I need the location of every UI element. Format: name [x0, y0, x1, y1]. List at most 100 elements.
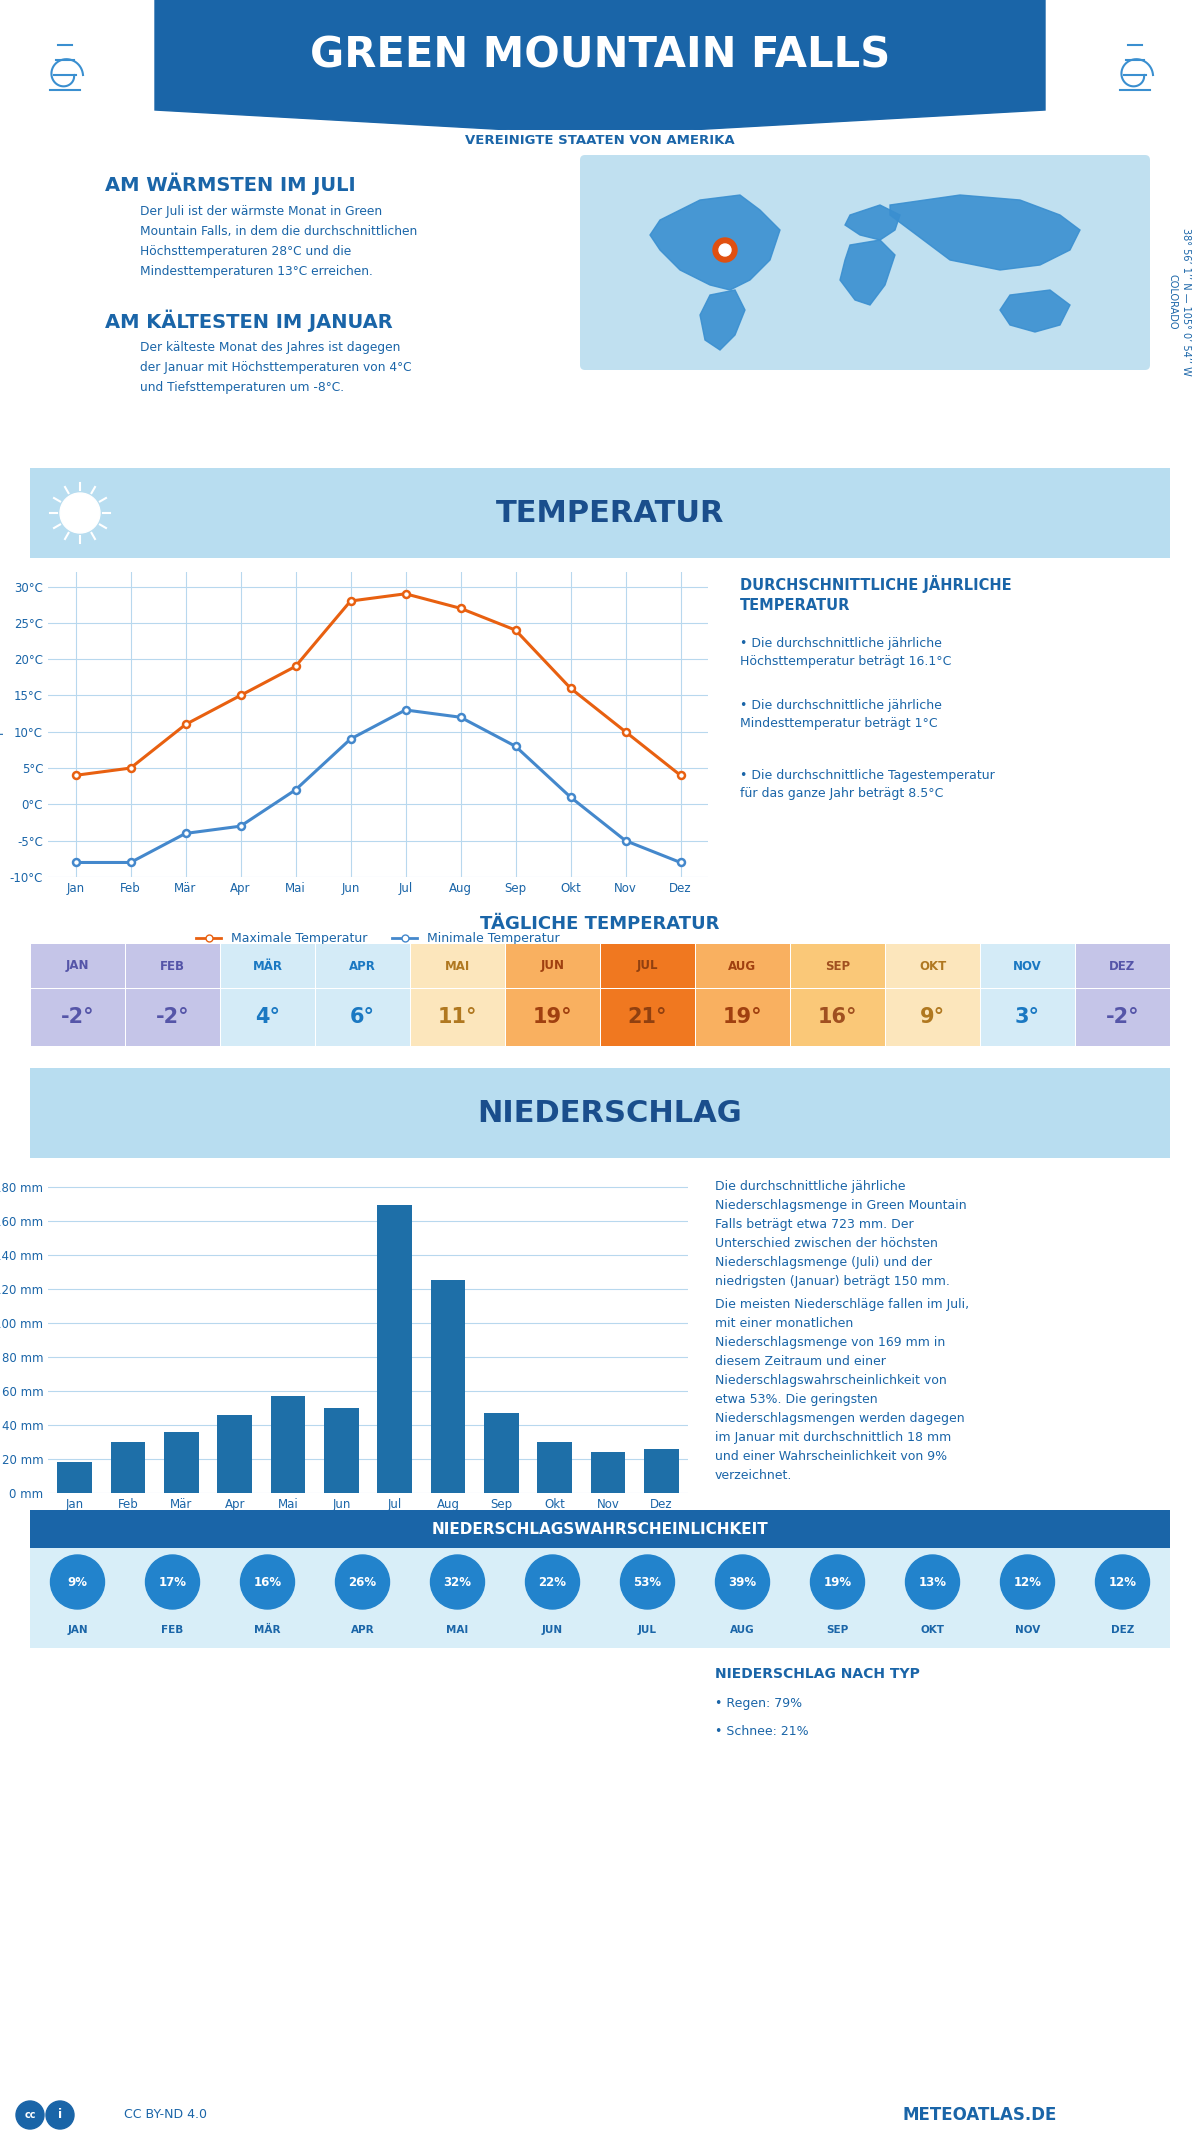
Text: AUG: AUG: [728, 959, 756, 972]
Text: -2°: -2°: [156, 1008, 190, 1027]
Polygon shape: [890, 195, 1080, 270]
FancyBboxPatch shape: [316, 989, 409, 1046]
FancyBboxPatch shape: [580, 154, 1150, 370]
Text: Der kälteste Monat des Jahres ist dagegen
der Januar mit Höchsttemperaturen von : Der kälteste Monat des Jahres ist dagege…: [140, 340, 412, 394]
Text: JAN: JAN: [66, 959, 89, 972]
Circle shape: [620, 1556, 674, 1609]
FancyBboxPatch shape: [696, 989, 790, 1046]
Text: cc: cc: [24, 2110, 36, 2121]
Text: 13%: 13%: [918, 1575, 947, 1588]
FancyBboxPatch shape: [791, 989, 884, 1046]
Text: DURCHSCHNITTLICHE JÄHRLICHE
TEMPERATUR: DURCHSCHNITTLICHE JÄHRLICHE TEMPERATUR: [740, 576, 1012, 612]
Text: MÄR: MÄR: [254, 1624, 281, 1635]
Text: NIEDERSCHLAG: NIEDERSCHLAG: [478, 1098, 743, 1128]
FancyBboxPatch shape: [505, 944, 600, 987]
Text: JUN: JUN: [542, 1624, 563, 1635]
FancyBboxPatch shape: [696, 944, 790, 987]
Circle shape: [1096, 1556, 1150, 1609]
FancyBboxPatch shape: [126, 989, 220, 1046]
FancyBboxPatch shape: [221, 989, 314, 1046]
FancyBboxPatch shape: [980, 944, 1074, 987]
Text: NOV: NOV: [1015, 1624, 1040, 1635]
Circle shape: [46, 2101, 74, 2129]
Circle shape: [810, 1556, 864, 1609]
Bar: [484, 1412, 518, 1494]
Legend: Maximale Temperatur, Minimale Temperatur: Maximale Temperatur, Minimale Temperatur: [191, 927, 565, 950]
Bar: [271, 1395, 305, 1494]
Text: 22%: 22%: [539, 1575, 566, 1588]
FancyBboxPatch shape: [316, 944, 409, 987]
Text: Der Juli ist der wärmste Monat in Green
Mountain Falls, in dem die durchschnittl: Der Juli ist der wärmste Monat in Green …: [140, 205, 418, 278]
Text: JUN: JUN: [540, 959, 564, 972]
Text: NOV: NOV: [1013, 959, 1042, 972]
Polygon shape: [840, 240, 895, 306]
FancyBboxPatch shape: [886, 944, 979, 987]
Circle shape: [719, 244, 731, 257]
Text: 11°: 11°: [438, 1008, 478, 1027]
Text: SEP: SEP: [824, 959, 850, 972]
Bar: [431, 1280, 466, 1494]
Text: 12%: 12%: [1109, 1575, 1136, 1588]
Text: 9°: 9°: [920, 1008, 946, 1027]
Circle shape: [715, 1556, 769, 1609]
Text: CC BY-ND 4.0: CC BY-ND 4.0: [124, 2108, 206, 2121]
Bar: [590, 1453, 625, 1494]
Text: 16%: 16%: [253, 1575, 282, 1588]
FancyBboxPatch shape: [505, 989, 600, 1046]
FancyBboxPatch shape: [126, 944, 220, 987]
Text: AM WÄRMSTEN IM JULI: AM WÄRMSTEN IM JULI: [106, 173, 355, 195]
Text: 12%: 12%: [1014, 1575, 1042, 1588]
Text: 4°: 4°: [256, 1008, 280, 1027]
FancyBboxPatch shape: [791, 944, 884, 987]
FancyBboxPatch shape: [1075, 989, 1170, 1046]
Text: • Die durchschnittliche jährliche
Höchsttemperatur beträgt 16.1°C: • Die durchschnittliche jährliche Höchst…: [740, 638, 952, 668]
Text: AM KÄLTESTEN IM JANUAR: AM KÄLTESTEN IM JANUAR: [106, 310, 392, 332]
Bar: [217, 1415, 252, 1494]
Text: 17%: 17%: [158, 1575, 186, 1588]
FancyBboxPatch shape: [30, 944, 125, 987]
Text: APR: APR: [350, 1624, 374, 1635]
Polygon shape: [650, 195, 780, 291]
Text: NIEDERSCHLAG NACH TYP: NIEDERSCHLAG NACH TYP: [715, 1667, 920, 1682]
Polygon shape: [845, 205, 900, 240]
Circle shape: [240, 1556, 294, 1609]
Bar: [110, 1442, 145, 1494]
Circle shape: [431, 1556, 485, 1609]
FancyBboxPatch shape: [600, 989, 695, 1046]
Text: NIEDERSCHLAGSWAHRSCHEINLICHKEIT: NIEDERSCHLAGSWAHRSCHEINLICHKEIT: [432, 1522, 768, 1537]
Text: MÄR: MÄR: [252, 959, 282, 972]
Text: -2°: -2°: [61, 1008, 95, 1027]
Text: APR: APR: [349, 959, 376, 972]
Polygon shape: [1000, 291, 1070, 332]
Text: GREEN MOUNTAIN FALLS: GREEN MOUNTAIN FALLS: [310, 34, 890, 77]
Circle shape: [1001, 1556, 1055, 1609]
Text: 3°: 3°: [1015, 1008, 1040, 1027]
Text: COLORADO: COLORADO: [1166, 274, 1177, 330]
FancyBboxPatch shape: [410, 989, 504, 1046]
Text: i: i: [58, 2108, 62, 2121]
Text: Die meisten Niederschläge fallen im Juli,
mit einer monatlichen
Niederschlagsmen: Die meisten Niederschläge fallen im Juli…: [715, 1299, 970, 1483]
Text: JAN: JAN: [67, 1624, 88, 1635]
Text: JUL: JUL: [638, 1624, 658, 1635]
FancyBboxPatch shape: [30, 989, 125, 1046]
FancyBboxPatch shape: [30, 1547, 1170, 1648]
Text: VEREINIGTE STAATEN VON AMERIKA: VEREINIGTE STAATEN VON AMERIKA: [466, 133, 734, 146]
FancyBboxPatch shape: [410, 944, 504, 987]
Text: MAI: MAI: [445, 959, 470, 972]
Text: DEZ: DEZ: [1109, 959, 1135, 972]
Y-axis label: Temperatur: Temperatur: [0, 691, 5, 758]
Circle shape: [145, 1556, 199, 1609]
Text: • Schnee: 21%: • Schnee: 21%: [715, 1725, 809, 1738]
Circle shape: [336, 1556, 390, 1609]
Text: FEB: FEB: [161, 1624, 184, 1635]
Circle shape: [906, 1556, 960, 1609]
Bar: [164, 1432, 199, 1494]
Text: 6°: 6°: [350, 1008, 374, 1027]
Bar: [58, 1462, 92, 1494]
Text: • Die durchschnittliche Tagestemperatur
für das ganze Jahr beträgt 8.5°C: • Die durchschnittliche Tagestemperatur …: [740, 768, 995, 800]
Text: 21°: 21°: [628, 1008, 667, 1027]
Text: 53%: 53%: [634, 1575, 661, 1588]
Bar: [538, 1442, 572, 1494]
Text: 32%: 32%: [444, 1575, 472, 1588]
Text: SEP: SEP: [827, 1624, 848, 1635]
